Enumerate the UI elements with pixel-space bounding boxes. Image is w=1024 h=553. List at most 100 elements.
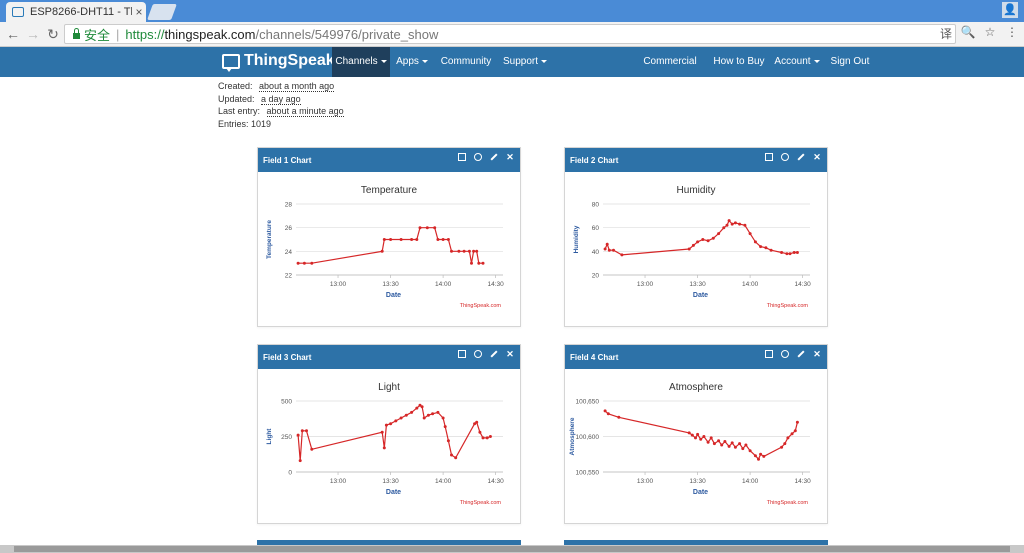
site-navbar: ThingSpeak™ Channels Apps Community Supp…: [0, 47, 1024, 97]
nav-apps[interactable]: Apps: [392, 47, 432, 77]
data-point: [790, 432, 794, 436]
temperature-chart: Temperature 22 24 26 28 13:00 13:30 14:00 14:30 D…: [266, 185, 504, 309]
nav-label: Commercial Use: [643, 56, 697, 97]
data-point: [702, 435, 706, 438]
close-icon[interactable]: ✕: [506, 349, 514, 359]
nav-account[interactable]: Account: [772, 47, 822, 77]
x-tick-label: 14:00: [742, 281, 759, 288]
close-icon[interactable]: ✕: [506, 152, 514, 162]
profile-icon[interactable]: 👤: [1002, 2, 1018, 18]
nav-community[interactable]: Community: [436, 47, 496, 77]
last-entry-label: Last entry:: [218, 106, 261, 116]
translate-icon[interactable]: 译: [939, 27, 952, 41]
x-tick-label: 13:00: [330, 478, 347, 485]
chart-area[interactable]: Atmosphere 100,550 100,600 100,650 13:00 13:3…: [565, 369, 827, 523]
nav-sign-out[interactable]: Sign Out: [828, 47, 872, 77]
comment-icon[interactable]: [781, 350, 789, 358]
comment-icon[interactable]: [474, 350, 482, 358]
comment-icon[interactable]: [474, 153, 482, 161]
data-point: [712, 442, 716, 446]
horizontal-scrollbar[interactable]: [0, 545, 1024, 553]
created-row: Created: about a month ago: [218, 80, 344, 93]
data-point: [310, 261, 314, 265]
x-tick-label: 13:30: [689, 478, 706, 485]
url-scheme: https://: [125, 26, 165, 42]
new-tab-button[interactable]: [147, 4, 177, 20]
field-4-chart-panel: Field 4 Chart ✕ Atmosphere 100,550 100,600…: [564, 344, 828, 524]
data-point: [380, 430, 384, 434]
x-tick-label: 13:00: [330, 281, 347, 288]
data-point: [753, 454, 757, 458]
pencil-icon[interactable]: [797, 350, 805, 358]
x-tick-label: 14:30: [795, 478, 812, 485]
x-tick-label: 14:30: [795, 281, 812, 288]
chart-title: Temperature: [361, 185, 418, 196]
pencil-icon[interactable]: [797, 153, 805, 161]
popout-icon[interactable]: [765, 153, 773, 161]
popout-icon[interactable]: [458, 350, 466, 358]
forward-icon[interactable]: →: [26, 26, 40, 42]
pencil-icon[interactable]: [490, 153, 498, 161]
entries-row: Entries: 1019: [218, 118, 344, 131]
data-point: [744, 443, 748, 447]
popout-icon[interactable]: [458, 153, 466, 161]
data-point: [722, 226, 726, 230]
y-tick-label: 250: [281, 434, 292, 441]
data-point: [446, 238, 450, 241]
pencil-icon[interactable]: [490, 350, 498, 358]
data-point: [783, 442, 787, 446]
back-icon[interactable]: ←: [6, 26, 20, 42]
comment-icon[interactable]: [781, 153, 789, 161]
tab-close-icon[interactable]: ×: [135, 5, 143, 19]
browser-tab[interactable]: ESP8266-DHT11 - Thing ×: [6, 2, 146, 22]
data-point: [757, 457, 760, 461]
nav-label: Support: [502, 56, 539, 67]
logo-text: ThingSpeak: [244, 52, 335, 69]
data-point: [759, 452, 763, 456]
y-tick-label: 100,550: [576, 470, 600, 477]
popout-icon[interactable]: [765, 350, 773, 358]
close-icon[interactable]: ✕: [813, 349, 821, 359]
data-point: [699, 437, 703, 441]
chart-area[interactable]: Temperature 22 24 26 28 13:00 13:30 14:00 14:30 D…: [258, 172, 520, 326]
data-point: [425, 226, 429, 230]
scrollbar-thumb[interactable]: [14, 546, 1010, 552]
data-point: [454, 456, 458, 460]
nav-how-to-buy[interactable]: How to Buy: [712, 47, 766, 77]
entries-value: 1019: [251, 118, 272, 129]
data-point: [741, 447, 745, 451]
data-point: [753, 240, 757, 244]
nav-label: Apps: [396, 56, 419, 67]
reload-icon[interactable]: ↻: [47, 26, 59, 42]
menu-icon[interactable]: ⋮: [1006, 25, 1018, 39]
close-icon[interactable]: ✕: [813, 152, 821, 162]
last-entry-row: Last entry: about a minute ago: [218, 105, 344, 118]
data-point: [475, 420, 479, 424]
nav-channels[interactable]: Channels: [332, 47, 390, 77]
zoom-icon[interactable]: 🔍: [960, 25, 976, 39]
data-point: [706, 239, 710, 243]
data-point: [305, 429, 308, 433]
data-point: [717, 439, 721, 443]
y-tick-label: 0: [288, 470, 292, 477]
nav-commercial-use[interactable]: Commercial Use: [634, 47, 706, 97]
data-point: [748, 232, 752, 236]
nav-label: Account: [774, 56, 811, 67]
field-2-chart-panel: Field 2 Chart ✕ Humidity 20 40 60 80 13:00 13:…: [564, 147, 828, 327]
y-tick-label: 60: [592, 225, 600, 232]
data-point: [472, 249, 476, 253]
data-point: [382, 238, 386, 241]
created-value: about a month ago: [259, 81, 335, 92]
y-tick-label: 24: [285, 249, 293, 256]
data-point: [475, 249, 479, 253]
nav-support[interactable]: Support: [500, 47, 550, 77]
address-bar[interactable]: 安全 | https://thingspeak.com/channels/549…: [64, 24, 956, 44]
chart-area[interactable]: Light 0 250 500 13:00 13:30 14:00 14:30 Date Ligh…: [258, 369, 520, 523]
thingspeak-logo[interactable]: ThingSpeak™: [222, 52, 343, 72]
caret-down-icon: [813, 59, 820, 63]
x-tick-label: 14:00: [435, 478, 452, 485]
chart-area[interactable]: Humidity 20 40 60 80 13:00 13:30 14:00 14:30 Date…: [565, 172, 827, 326]
data-point: [759, 245, 763, 249]
bookmark-star-icon[interactable]: ☆: [984, 25, 996, 39]
data-point: [691, 243, 695, 247]
